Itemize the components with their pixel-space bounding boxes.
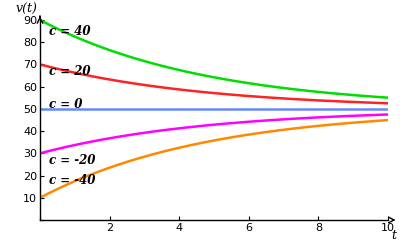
Text: c = 0: c = 0 xyxy=(49,98,82,111)
Text: c = -40: c = -40 xyxy=(49,174,95,186)
Text: c = 20: c = 20 xyxy=(49,64,90,78)
Text: t: t xyxy=(392,229,396,242)
Text: v(t): v(t) xyxy=(16,2,38,16)
Text: c = 40: c = 40 xyxy=(49,24,90,38)
Text: c = -20: c = -20 xyxy=(49,154,95,166)
